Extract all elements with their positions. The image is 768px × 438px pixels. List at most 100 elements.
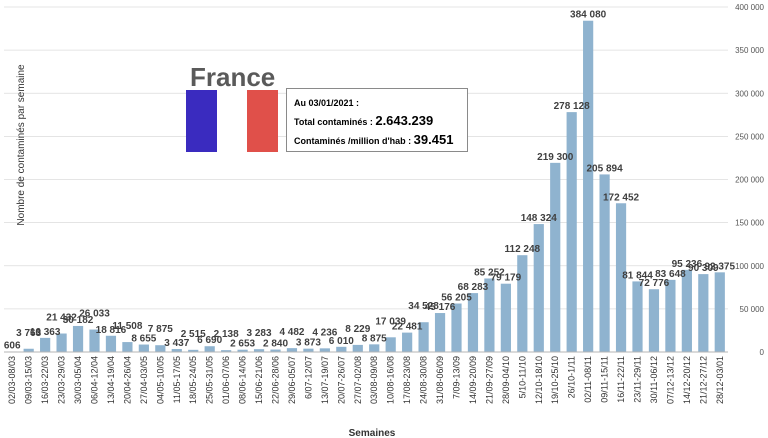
x-tick-label: 06/04-12/04 (90, 356, 100, 404)
bar (665, 279, 676, 352)
x-tick-label: 21/12-27/12 (698, 356, 708, 404)
info-total-label: Total contaminés : (294, 117, 376, 127)
x-tick-label: 13/04-19/04 (106, 356, 116, 404)
bar (40, 337, 51, 352)
data-label: 34 528 (408, 301, 439, 312)
bar (698, 274, 709, 352)
data-label: 17 039 (375, 316, 406, 327)
x-axis-label: Semaines (349, 428, 396, 438)
bar (402, 332, 413, 352)
data-label: 92 375 (704, 261, 735, 272)
x-tick-label: 30/11-06/12 (649, 356, 659, 403)
x-tick-label: 18/05-24/05 (188, 356, 198, 404)
bar (23, 348, 34, 352)
bar (105, 335, 117, 352)
data-label: 16 363 (30, 327, 61, 338)
x-tick-label: 09/11-15/11 (600, 356, 610, 403)
y-tick-label: 150 000 (735, 219, 764, 228)
x-tick-label: 22/06-28/06 (271, 356, 281, 404)
x-tick-label: 28/12-03/01 (715, 356, 725, 404)
x-tick-label: 24/08-30/08 (419, 356, 429, 404)
x-tick-label: 08/06-14/06 (238, 356, 248, 404)
x-tick-label: 14/12-20/12 (682, 356, 692, 404)
x-tick-label: 16/11-22/11 (616, 356, 626, 403)
bars (7, 20, 725, 353)
x-tick-label: 04/05-10/05 (155, 356, 165, 404)
bar (286, 348, 298, 352)
x-tick-label: 23/11-29/11 (633, 356, 643, 403)
bar (533, 224, 544, 352)
bar (583, 20, 594, 353)
bar (566, 112, 577, 353)
bar (138, 344, 149, 352)
data-label: 72 776 (639, 278, 670, 289)
info-box: Au 03/01/2021 : Total contaminés : 2.643… (286, 88, 468, 152)
data-label: 2 138 (214, 329, 239, 340)
x-tick-label: 09/03-15/03 (24, 356, 34, 404)
bar (500, 283, 511, 352)
y-tick-label: 350 000 (735, 46, 764, 55)
bar (484, 278, 495, 352)
bar (681, 269, 692, 352)
data-label: 83 648 (655, 269, 686, 280)
y-tick-labels: 0 50 000 100 000 150 000 200 000 250 000 300 0… (735, 3, 764, 357)
data-label: 21 432 (46, 313, 77, 324)
y-tick-label: 200 000 (735, 176, 764, 185)
data-label: 56 205 (441, 293, 472, 304)
data-label: 11 508 (112, 321, 142, 332)
y-tick-label: 400 000 (735, 3, 764, 12)
y-tick-label: 100 000 (735, 262, 764, 271)
data-label: 384 080 (570, 10, 607, 21)
x-tick-label: 11/05-17/05 (172, 356, 182, 403)
data-label: 6 690 (197, 335, 222, 346)
data-label: 81 844 (622, 270, 653, 281)
bar (155, 345, 166, 352)
x-tick-label: 16/03-22/03 (40, 356, 50, 404)
y-tick-label: 250 000 (735, 132, 764, 141)
info-per-million-label: Contaminés /million d'hab : (294, 136, 414, 146)
x-tick-label: 03/08-09/08 (369, 356, 379, 404)
data-label: 172 452 (603, 192, 640, 203)
data-label: 8 229 (345, 324, 370, 335)
data-label: 79 179 (491, 273, 522, 284)
x-tick-label: 6/07-12/07 (303, 356, 313, 399)
data-label: 2 840 (263, 339, 288, 350)
bar (615, 203, 627, 352)
x-tick-label: 01/06-07/06 (221, 356, 231, 404)
x-tick-label: 26/10-1/11 (567, 356, 577, 398)
x-tick-label: 13/07-19/07 (320, 356, 330, 404)
x-tick-label: 14/09-20/09 (468, 356, 478, 404)
y-axis-label: Nombre de contaminés par semaine (16, 64, 27, 226)
data-label: 8 655 (131, 334, 156, 345)
data-label: 205 894 (587, 163, 624, 174)
data-label: 30 182 (63, 315, 94, 326)
data-label: 3 873 (296, 338, 321, 349)
bar (451, 303, 462, 352)
bar (648, 289, 660, 352)
x-tick-labels: 02/03-08/03 09/03-15/03 16/03-22/03 23/03-2… (7, 356, 725, 404)
x-tick-label: 29/06-05/07 (287, 356, 297, 404)
bar (188, 349, 199, 352)
data-label: 219 300 (537, 152, 574, 163)
x-tick-label: 27/07-02/08 (353, 356, 363, 404)
bar (352, 344, 363, 352)
bar (56, 333, 67, 352)
bar (517, 255, 528, 352)
data-label: 2 515 (181, 329, 206, 340)
data-label: 148 324 (521, 213, 558, 224)
data-label: 3 763 (16, 328, 41, 339)
data-label: 3 283 (247, 328, 272, 339)
data-label: 26 033 (79, 309, 110, 320)
x-tick-label: 5/10-11/10 (517, 356, 527, 398)
data-label: 90 309 (688, 263, 719, 274)
y-tick-label: 0 (760, 348, 765, 357)
bar (270, 349, 281, 352)
data-label: 278 128 (554, 101, 591, 112)
x-tick-label: 07/12-13/12 (665, 356, 675, 404)
x-tick-label: 7/09-13/09 (452, 356, 462, 399)
bar (89, 329, 100, 352)
bar (171, 349, 182, 352)
bar (221, 350, 232, 352)
x-tick-label: 25/05-31/05 (205, 356, 215, 404)
